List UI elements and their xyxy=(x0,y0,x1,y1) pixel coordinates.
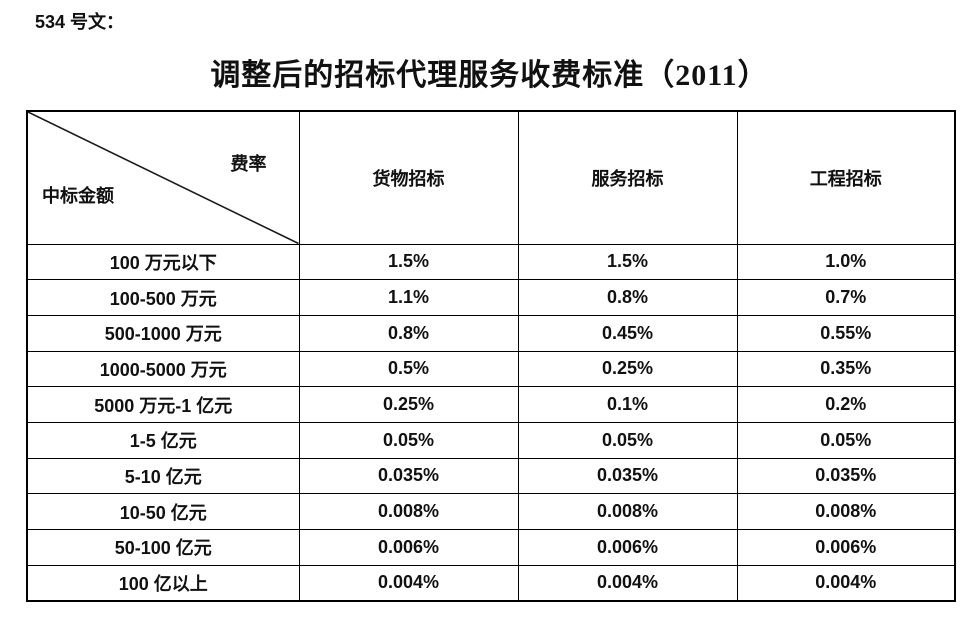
rate-cell: 0.25% xyxy=(298,386,519,423)
page-title: 调整后的招标代理服务收费标准（2011） xyxy=(210,59,769,92)
corner-label-rate: 费率 xyxy=(230,154,267,174)
rate-cell: 0.008% xyxy=(517,493,738,530)
table-row: 5000 万元-1 亿元 0.25% 0.1% 0.2% xyxy=(26,386,956,423)
rate-cell: 0.2% xyxy=(736,386,956,423)
diagonal-divider-line xyxy=(28,112,299,244)
rate-cell: 1.5% xyxy=(517,243,738,281)
rate-cell: 0.05% xyxy=(517,421,738,459)
table-row: 100 亿以上 0.004% 0.004% 0.004% xyxy=(26,564,956,602)
rate-cell: 0.006% xyxy=(298,529,519,566)
rate-cell: 0.008% xyxy=(298,493,519,530)
table-row: 1000-5000 万元 0.5% 0.25% 0.35% xyxy=(26,350,956,388)
row-label: 5000 万元-1 亿元 xyxy=(26,386,300,423)
row-label: 100 万元以下 xyxy=(26,243,300,281)
column-header-service-bidding: 服务招标 xyxy=(517,110,738,245)
rate-cell: 0.008% xyxy=(736,493,956,530)
row-label: 100-500 万元 xyxy=(26,279,300,316)
table-header-row: 费率 中标金额 货物招标 服务招标 工程招标 xyxy=(26,110,956,245)
corner-label-bid-amount: 中标金额 xyxy=(42,185,114,206)
row-label: 5-10 亿元 xyxy=(26,457,300,495)
rate-cell: 0.35% xyxy=(736,350,956,388)
row-label: 1000-5000 万元 xyxy=(26,350,300,388)
doc-number-label: 534 号文： xyxy=(35,12,125,32)
column-header-goods-bidding: 货物招标 xyxy=(298,110,519,245)
rate-cell: 0.8% xyxy=(517,279,738,316)
row-label: 10-50 亿元 xyxy=(26,493,300,530)
rate-cell: 0.05% xyxy=(736,421,956,459)
rate-cell: 0.006% xyxy=(736,529,956,566)
rate-cell: 1.5% xyxy=(298,243,519,281)
table-row: 100 万元以下 1.5% 1.5% 1.0% xyxy=(26,243,956,281)
rate-cell: 0.8% xyxy=(298,314,519,352)
rate-cell: 0.004% xyxy=(736,564,956,602)
rate-cell: 0.25% xyxy=(517,350,738,388)
rate-cell: 0.006% xyxy=(517,529,738,566)
column-header-engineering-bidding: 工程招标 xyxy=(736,110,956,245)
rate-cell: 1.0% xyxy=(736,243,956,281)
row-label: 500-1000 万元 xyxy=(26,314,300,352)
rate-cell: 0.035% xyxy=(298,457,519,495)
table-row: 5-10 亿元 0.035% 0.035% 0.035% xyxy=(26,457,956,495)
rate-cell: 0.05% xyxy=(298,421,519,459)
fee-table: 费率 中标金额 货物招标 服务招标 工程招标 100 万元以下 1.5% 1.5… xyxy=(26,110,956,602)
rate-cell: 1.1% xyxy=(298,279,519,316)
table-row: 100-500 万元 1.1% 0.8% 0.7% xyxy=(26,279,956,316)
rate-cell: 0.7% xyxy=(736,279,956,316)
row-label: 1-5 亿元 xyxy=(26,421,300,459)
table-row: 500-1000 万元 0.8% 0.45% 0.55% xyxy=(26,314,956,352)
table-row: 50-100 亿元 0.006% 0.006% 0.006% xyxy=(26,529,956,566)
table-row: 10-50 亿元 0.008% 0.008% 0.008% xyxy=(26,493,956,530)
rate-cell: 0.5% xyxy=(298,350,519,388)
rate-cell: 0.1% xyxy=(517,386,738,423)
rate-cell: 0.45% xyxy=(517,314,738,352)
corner-header-cell: 费率 中标金额 xyxy=(26,110,300,245)
row-label: 50-100 亿元 xyxy=(26,529,300,566)
rate-cell: 0.035% xyxy=(736,457,956,495)
rate-cell: 0.55% xyxy=(736,314,956,352)
row-label: 100 亿以上 xyxy=(26,564,300,602)
rate-cell: 0.035% xyxy=(517,457,738,495)
rate-cell: 0.004% xyxy=(517,564,738,602)
table-row: 1-5 亿元 0.05% 0.05% 0.05% xyxy=(26,421,956,459)
rate-cell: 0.004% xyxy=(298,564,519,602)
